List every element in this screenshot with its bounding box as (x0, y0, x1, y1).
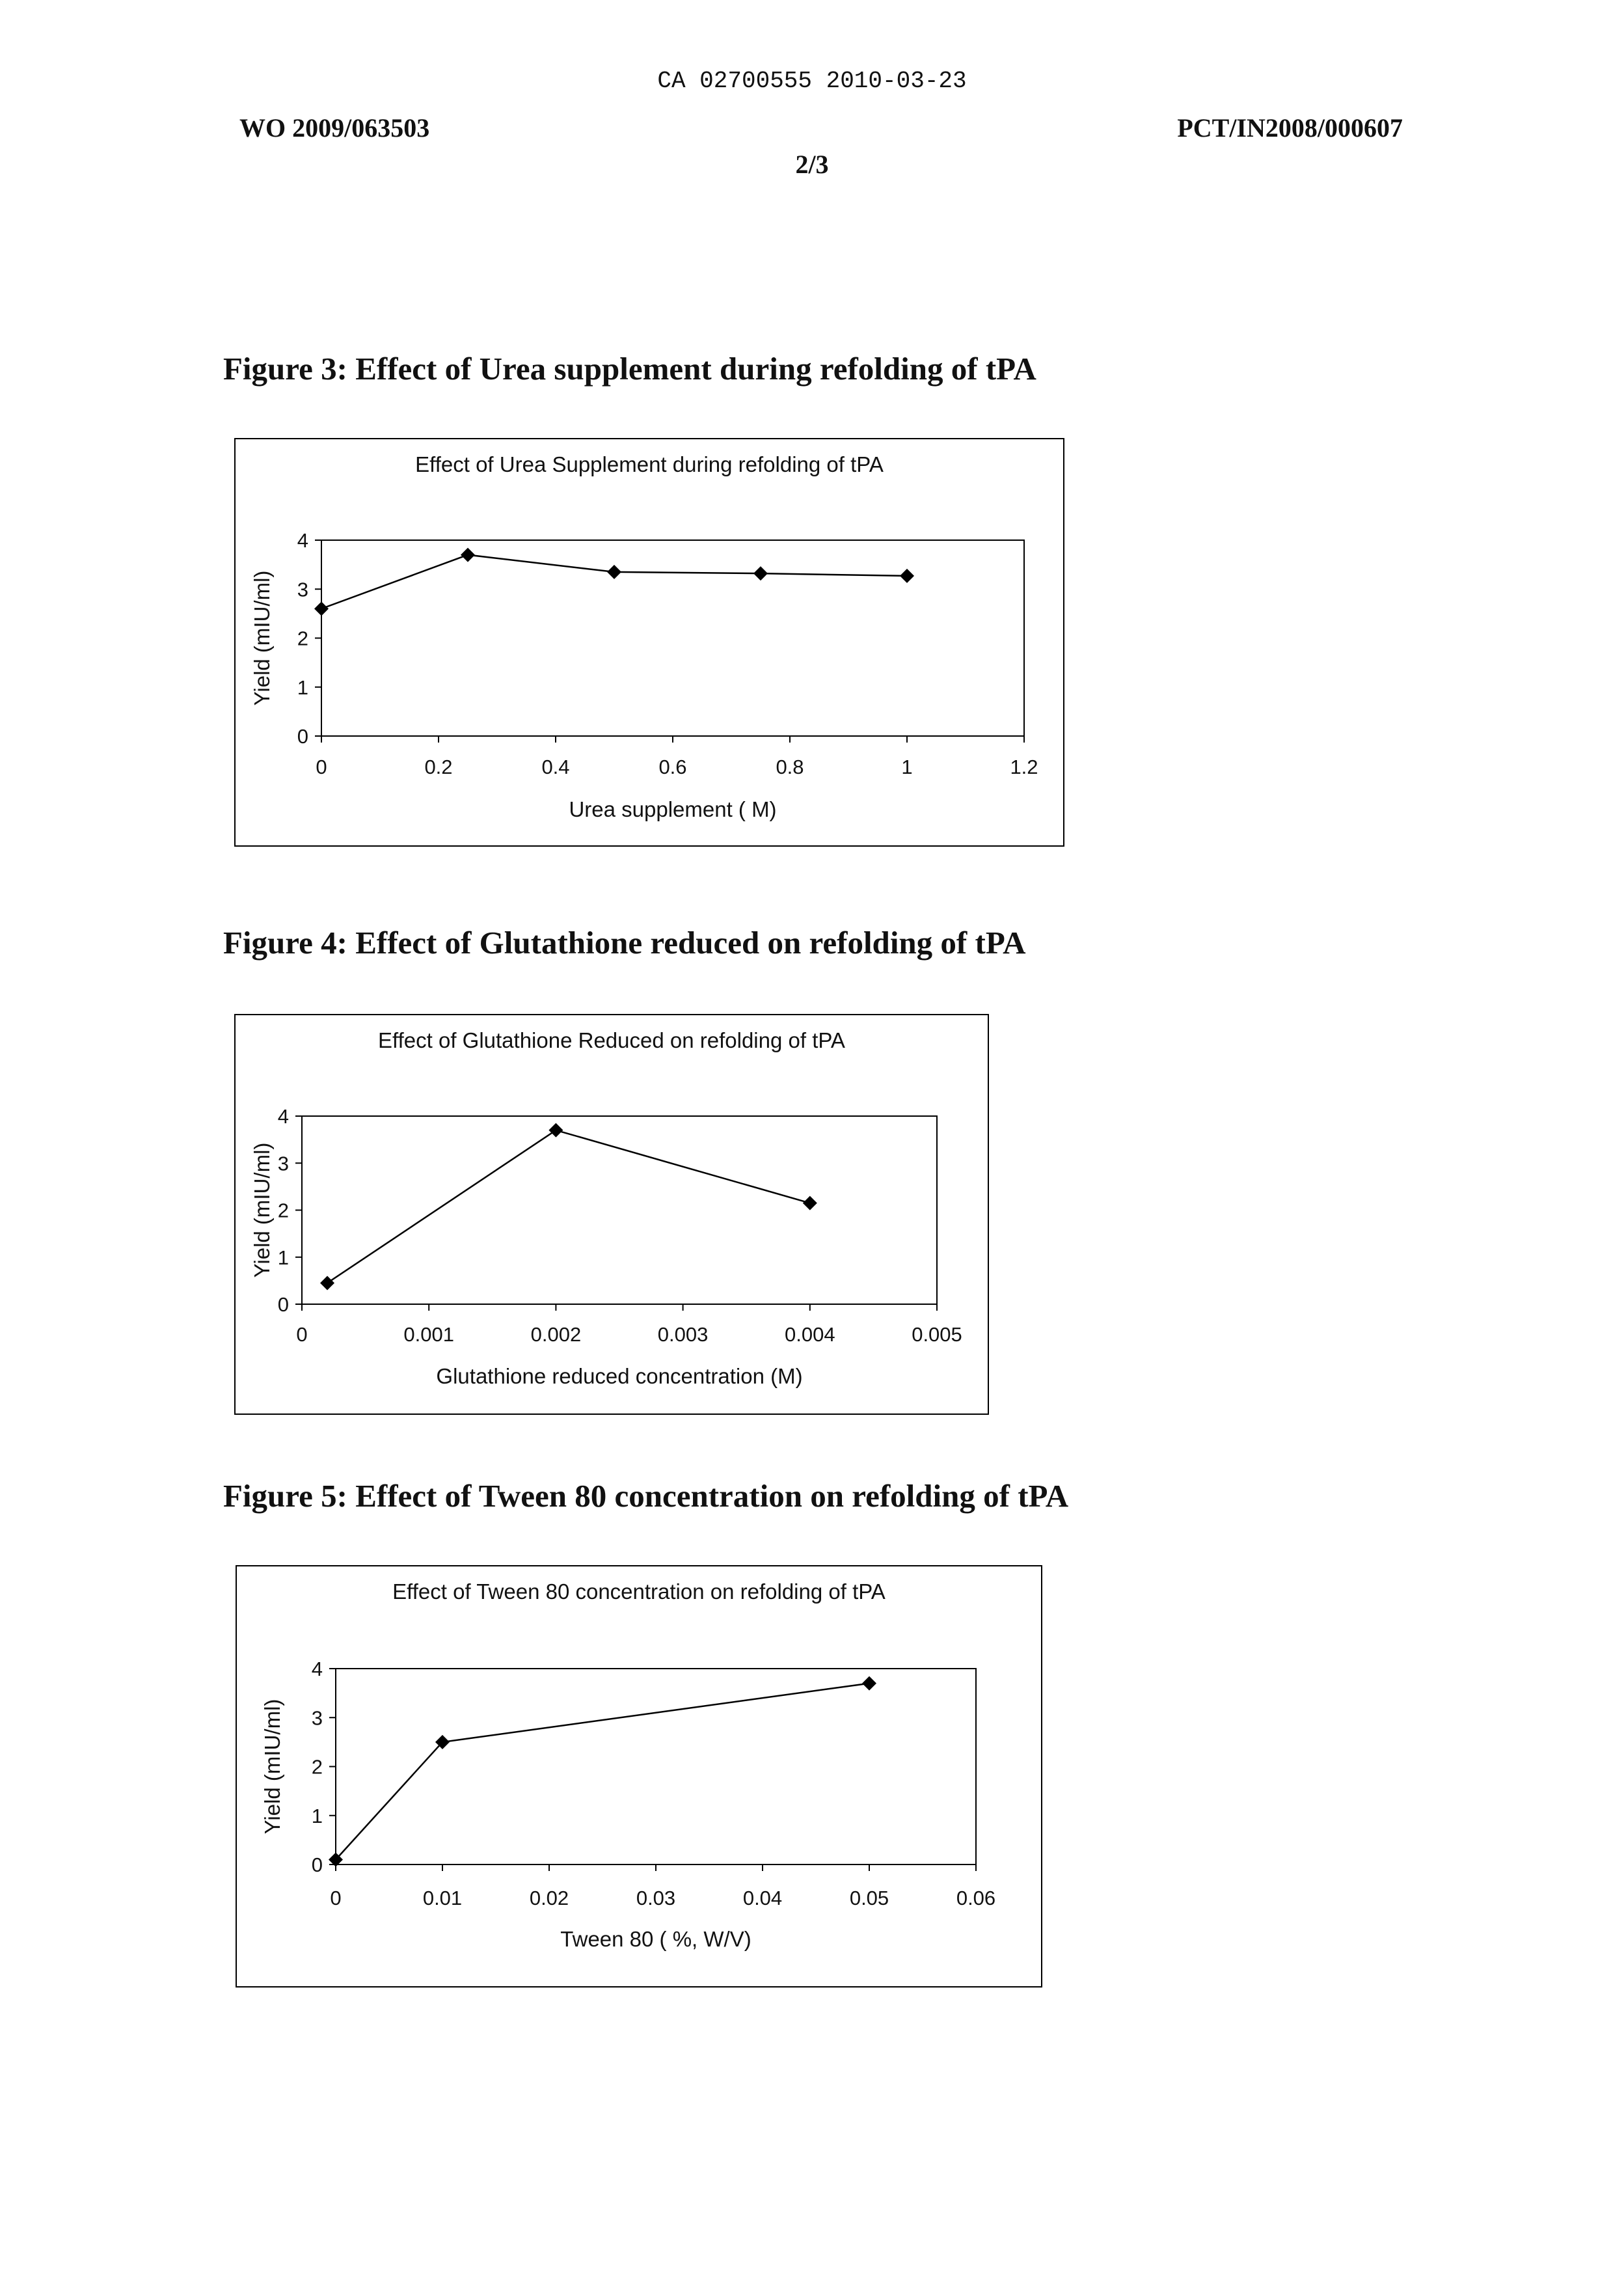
y-axis-label: Yield (mIU/ml) (260, 1699, 284, 1835)
x-tick-label: 0.8 (776, 756, 804, 778)
pct-number: PCT/IN2008/000607 (1177, 113, 1403, 143)
x-axis-label: Urea supplement ( M) (569, 797, 776, 821)
figure-5-chart: Effect of Tween 80 concentration on refo… (236, 1565, 1042, 1987)
y-tick-label: 2 (297, 627, 308, 650)
figure-4-chart: Effect of Glutathione Reduced on refoldi… (234, 1014, 989, 1415)
chart-svg: Effect of Urea Supplement during refoldi… (236, 439, 1063, 845)
y-tick-label: 3 (297, 578, 308, 601)
y-tick-label: 3 (278, 1152, 289, 1175)
x-tick-label: 1 (901, 756, 912, 778)
x-tick-label: 0.2 (424, 756, 452, 778)
y-tick-label: 0 (312, 1853, 323, 1876)
y-tick-label: 1 (297, 676, 308, 699)
x-tick-label: 0 (296, 1323, 307, 1346)
x-tick-label: 0.001 (403, 1323, 454, 1346)
data-point (461, 548, 475, 562)
y-axis-label: Yield (mIU/ml) (250, 1143, 274, 1278)
chart-title: Effect of Glutathione Reduced on refoldi… (378, 1028, 845, 1052)
y-tick-label: 1 (278, 1246, 289, 1269)
data-point (548, 1123, 563, 1138)
wo-number: WO 2009/063503 (239, 113, 429, 143)
data-point (607, 565, 621, 579)
figure-5-caption: Figure 5: Effect of Tween 80 concentrati… (223, 1477, 1068, 1514)
page-number: 2/3 (0, 149, 1624, 180)
data-point (900, 569, 914, 583)
series-line (336, 1684, 869, 1860)
data-point (753, 566, 768, 580)
x-tick-label: 0.05 (850, 1887, 889, 1909)
x-tick-label: 1.2 (1010, 756, 1038, 778)
plot-area (336, 1669, 976, 1864)
x-tick-label: 0.004 (785, 1323, 835, 1346)
data-point (803, 1196, 817, 1210)
x-tick-label: 0 (330, 1887, 341, 1909)
y-tick-label: 3 (312, 1706, 323, 1729)
y-tick-label: 4 (278, 1105, 289, 1128)
chart-title: Effect of Urea Supplement during refoldi… (415, 452, 884, 476)
y-tick-label: 0 (297, 725, 308, 748)
ca-number: CA 02700555 2010-03-23 (0, 68, 1624, 94)
figure-3-chart: Effect of Urea Supplement during refoldi… (234, 438, 1064, 847)
x-axis-label: Tween 80 ( %, W/V) (560, 1927, 751, 1951)
data-point (320, 1276, 334, 1290)
series-line (321, 555, 907, 609)
y-tick-label: 1 (312, 1805, 323, 1827)
y-tick-label: 2 (312, 1756, 323, 1779)
x-tick-label: 0.6 (658, 756, 686, 778)
y-tick-label: 4 (297, 529, 308, 552)
chart-svg: Effect of Tween 80 concentration on refo… (237, 1566, 1041, 1986)
chart-title: Effect of Tween 80 concentration on refo… (392, 1579, 886, 1604)
y-axis-label: Yield (mIU/ml) (250, 571, 274, 706)
y-tick-label: 2 (278, 1199, 289, 1222)
x-tick-label: 0.005 (912, 1323, 962, 1346)
x-tick-label: 0.03 (636, 1887, 675, 1909)
x-tick-label: 0.02 (530, 1887, 569, 1909)
figure-3-caption: Figure 3: Effect of Urea supplement duri… (223, 350, 1036, 387)
x-tick-label: 0.002 (531, 1323, 582, 1346)
data-point (862, 1676, 876, 1691)
chart-svg: Effect of Glutathione Reduced on refoldi… (236, 1015, 988, 1414)
data-point (314, 601, 329, 616)
x-tick-label: 0 (316, 756, 327, 778)
x-tick-label: 0.003 (658, 1323, 709, 1346)
x-axis-label: Glutathione reduced concentration (M) (436, 1364, 802, 1388)
series-line (327, 1130, 810, 1283)
x-tick-label: 0.01 (423, 1887, 462, 1909)
x-tick-label: 0.04 (743, 1887, 782, 1909)
plot-area (302, 1116, 937, 1304)
figure-4-caption: Figure 4: Effect of Glutathione reduced … (223, 924, 1026, 961)
x-tick-label: 0.06 (956, 1887, 995, 1909)
y-tick-label: 0 (278, 1293, 289, 1316)
x-tick-label: 0.4 (541, 756, 569, 778)
y-tick-label: 4 (312, 1658, 323, 1680)
